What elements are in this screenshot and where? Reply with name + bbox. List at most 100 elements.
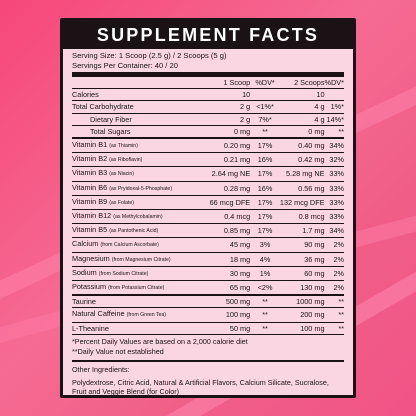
nutrient-row: Vitamin B6 (as Pryidoxal-5-Phosphate) 0.2… bbox=[72, 181, 344, 196]
dv-1-scoop: 17% bbox=[250, 138, 280, 154]
nutrient-name: Potassium (from Potassium Citrate) bbox=[72, 280, 210, 297]
nutrient-row: Magnesium (from Magnesium Citrate) 18 mg 4… bbox=[72, 252, 344, 267]
nutrient-row: Potassium (from Potassium Citrate) 65 mg <… bbox=[72, 280, 344, 297]
amount-1-scoop: 2 g bbox=[209, 100, 251, 114]
amount-1-scoop: 0.28 mg bbox=[209, 181, 251, 196]
amount-2-scoops: 10 bbox=[279, 88, 325, 102]
footnote-not-established: **Daily Value not established bbox=[72, 346, 164, 356]
amount-2-scoops: 100 mg bbox=[279, 322, 325, 335]
nutrient-row: Sodium (from Sodium Citrate) 30 mg 1% 60 mg… bbox=[72, 266, 344, 282]
dv-1-scoop: <1%* bbox=[250, 100, 280, 114]
nutrient-label: Potassium bbox=[72, 282, 107, 292]
nutrient-source: (from Sodium Citrate) bbox=[98, 270, 149, 277]
nutrient-row: Vitamin B12 (as Methylcobalamin) 0.4 mcg 1… bbox=[72, 209, 344, 225]
nutrient-name: Vitamin B1 (as Thiamin) bbox=[72, 138, 210, 154]
nutrient-row: Vitamin B3 (as Niacin) 2.64 mg NE 17% 5.28 … bbox=[72, 166, 344, 182]
amount-1-scoop: 0.21 mg bbox=[209, 152, 251, 168]
amount-1-scoop: 2 g bbox=[209, 113, 251, 126]
dv-1-scoop: 7%* bbox=[250, 113, 280, 126]
dv-2-scoops: 33% bbox=[324, 209, 344, 225]
nutrient-source: (as Folate) bbox=[109, 199, 134, 206]
nutrient-name: Magnesium (from Magnesium Citrate) bbox=[72, 252, 210, 267]
nutrient-source: (as Riboflavin) bbox=[109, 157, 143, 164]
nutrient-row: Total Carbohydrate 2 g <1%* 4 g 1%* bbox=[72, 100, 344, 114]
nutrient-name: Vitamin B5 (as Pantothenic Acid) bbox=[72, 223, 210, 239]
column-1-scoop: 1 Scoop bbox=[223, 78, 251, 87]
amount-2-scoops: 0 mg bbox=[279, 125, 325, 139]
dv-2-scoops: 2% bbox=[324, 266, 344, 282]
amount-2-scoops: 90 mg bbox=[279, 237, 325, 253]
dv-1-scoop: <2% bbox=[250, 280, 280, 297]
dv-1-scoop: ** bbox=[250, 322, 280, 335]
amount-1-scoop: 500 mg bbox=[209, 295, 251, 309]
nutrient-source: (from Calcium Ascorbate) bbox=[100, 242, 159, 249]
nutrient-row: Vitamin B2 (as Riboflavin) 0.21 mg 16% 0.42… bbox=[72, 152, 344, 168]
nutrient-source: (from Magnesium Citrate) bbox=[111, 256, 171, 263]
amount-2-scoops: 4 g bbox=[279, 100, 325, 114]
nutrient-label: Total Carbohydrate bbox=[72, 102, 134, 112]
dv-1-scoop: 1% bbox=[250, 266, 280, 282]
dv-1-scoop: 16% bbox=[250, 152, 280, 168]
amount-1-scoop: 0.85 mg bbox=[209, 223, 251, 239]
dv-2-scoops: 32% bbox=[324, 152, 344, 168]
other-ingredients-heading: Other Ingredients: bbox=[72, 364, 130, 374]
dv-2-scoops bbox=[324, 88, 344, 102]
supplement-facts-panel: SUPPLEMENT FACTS Serving Size: 1 Scoop (… bbox=[60, 18, 356, 398]
column-2-scoops: 2 Scoops bbox=[294, 78, 325, 87]
nutrient-row: Vitamin B1 (as Thiamin) 0.20 mg 17% 0.40 mg… bbox=[72, 138, 344, 154]
nutrient-row: L-Theanine 50 mg ** 100 mg ** bbox=[72, 322, 344, 335]
nutrient-name: Total Sugars bbox=[72, 125, 210, 139]
nutrient-label: Sodium bbox=[72, 267, 97, 277]
dv-2-scoops: 2% bbox=[324, 252, 344, 267]
column-dv-2: %DV* bbox=[324, 78, 344, 87]
nutrient-label: Vitamin B9 bbox=[72, 196, 108, 206]
dv-2-scoops: 1%* bbox=[324, 100, 344, 114]
nutrient-label: Taurine bbox=[72, 297, 96, 307]
nutrient-label: L-Theanine bbox=[72, 323, 109, 333]
nutrient-row: Total Sugars 0 mg ** 0 mg ** bbox=[72, 125, 344, 139]
nutrient-label: Magnesium bbox=[72, 253, 110, 263]
nutrient-row: Vitamin B9 (as Folate) 66 mcg DFE 17% 132 m… bbox=[72, 195, 344, 211]
footnote-daily-values: *Percent Daily Values are based on a 2,0… bbox=[72, 336, 248, 346]
nutrient-label: Vitamin B5 bbox=[72, 225, 108, 235]
dv-2-scoops: 33% bbox=[324, 181, 344, 196]
amount-1-scoop: 2.64 mg NE bbox=[209, 166, 251, 182]
nutrient-source: (from Potassium Citrate) bbox=[108, 285, 165, 292]
facts-title: SUPPLEMENT FACTS bbox=[63, 21, 353, 49]
dv-1-scoop: 17% bbox=[250, 195, 280, 211]
dv-1-scoop: 17% bbox=[250, 209, 280, 225]
amount-2-scoops: 1.7 mg bbox=[279, 223, 325, 239]
nutrient-name: Calcium (from Calcium Ascorbate) bbox=[72, 237, 210, 253]
amount-2-scoops: 0.42 mg bbox=[279, 152, 325, 168]
nutrient-row: Dietary Fiber 2 g 7%* 4 g 14%* bbox=[72, 113, 344, 126]
nutrient-label: Vitamin B3 bbox=[72, 168, 108, 178]
amount-2-scoops: 130 mg bbox=[279, 280, 325, 297]
dv-2-scoops: 33% bbox=[324, 195, 344, 211]
nutrient-label: Vitamin B2 bbox=[72, 154, 108, 164]
nutrient-name: Vitamin B6 (as Pryidoxal-5-Phosphate) bbox=[72, 181, 210, 196]
dv-1-scoop: 16% bbox=[250, 181, 280, 196]
amount-1-scoop: 65 mg bbox=[209, 280, 251, 297]
amount-1-scoop: 30 mg bbox=[209, 266, 251, 282]
divider-thick bbox=[72, 72, 344, 77]
dv-2-scoops: 2% bbox=[324, 280, 344, 297]
nutrient-row: Taurine 500 mg ** 1000 mg ** bbox=[72, 295, 344, 309]
amount-1-scoop: 0.20 mg bbox=[209, 138, 251, 154]
nutrient-source: (as Methylcobalamin) bbox=[113, 214, 163, 221]
nutrient-name: Vitamin B9 (as Folate) bbox=[72, 195, 210, 211]
nutrient-source: (as Thiamin) bbox=[109, 143, 138, 150]
nutrient-row: Vitamin B5 (as Pantothenic Acid) 0.85 mg 1… bbox=[72, 223, 344, 239]
dv-1-scoop: 3% bbox=[250, 237, 280, 253]
amount-2-scoops: 0.40 mg bbox=[279, 138, 325, 154]
dv-1-scoop bbox=[250, 88, 280, 102]
other-ingredients-list: Polydextrose, Citric Acid, Natural & Art… bbox=[72, 377, 329, 397]
amount-1-scoop: 50 mg bbox=[209, 322, 251, 335]
dv-1-scoop: ** bbox=[250, 307, 280, 323]
nutrient-label: Vitamin B12 bbox=[72, 211, 112, 221]
amount-1-scoop: 100 mg bbox=[209, 307, 251, 323]
nutrient-name: Natural Caffeine (from Green Tea) bbox=[72, 307, 210, 323]
amount-1-scoop: 0 mg bbox=[209, 125, 251, 139]
dv-2-scoops: ** bbox=[324, 322, 344, 335]
nutrient-row: Calories 10 10 bbox=[72, 88, 344, 102]
dv-2-scoops: 34% bbox=[324, 223, 344, 239]
